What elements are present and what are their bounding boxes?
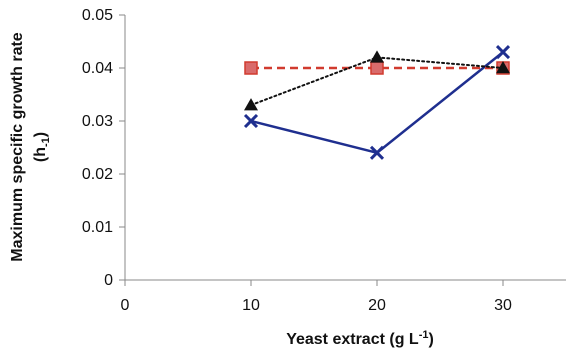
y-axis-title: Maximum specific growth rate bbox=[9, 32, 26, 261]
data-point bbox=[370, 61, 384, 75]
series-layer bbox=[243, 45, 511, 160]
data-point bbox=[369, 145, 385, 160]
data-point bbox=[244, 98, 258, 111]
data-point bbox=[495, 45, 511, 60]
y-axis-title-unit: (h-1) bbox=[32, 132, 52, 162]
y-tick-label: 0.04 bbox=[82, 60, 113, 77]
x-tick-label: 10 bbox=[242, 297, 260, 314]
series-0 bbox=[243, 45, 511, 160]
x-marker-stroke bbox=[243, 113, 259, 129]
y-tick-label: 0.05 bbox=[82, 7, 113, 24]
y-tick-label: 0.02 bbox=[82, 166, 113, 183]
x-tick-label: 0 bbox=[121, 297, 130, 314]
x-tick-label: 30 bbox=[494, 297, 512, 314]
axes bbox=[119, 14, 566, 286]
data-point bbox=[243, 113, 259, 129]
x-marker-stroke bbox=[495, 45, 511, 60]
y-tick-label: 0.03 bbox=[82, 113, 113, 130]
labels-layer: 0 0.01 0.02 0.03 0.04 0.05 0 10 20 30 Yeast extrac… bbox=[9, 7, 512, 348]
y-tick-label: 0 bbox=[104, 272, 113, 289]
data-point bbox=[370, 50, 384, 63]
series-1 bbox=[244, 61, 510, 75]
data-point bbox=[244, 61, 258, 75]
series-2 bbox=[244, 50, 510, 111]
x-tick-label: 20 bbox=[368, 297, 386, 314]
x-axis-title: Yeast extract (g L-1) bbox=[286, 329, 434, 348]
data-point bbox=[496, 61, 510, 74]
x-marker-stroke bbox=[369, 145, 385, 160]
y-tick-label: 0.01 bbox=[82, 219, 113, 236]
